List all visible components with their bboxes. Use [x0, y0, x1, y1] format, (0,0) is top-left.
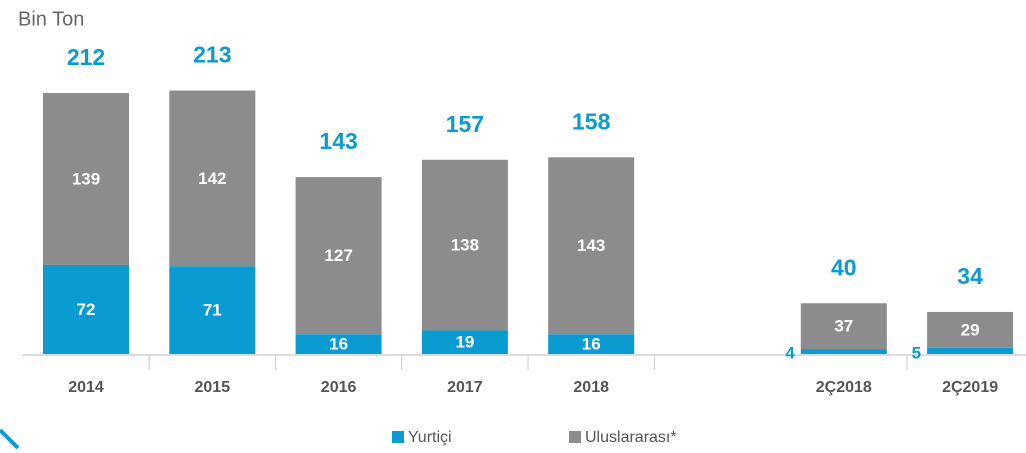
x-tick-label: 2016: [321, 379, 357, 396]
bar-segment: [548, 334, 635, 354]
total-label: 158: [572, 108, 611, 134]
bar-segment: [927, 311, 1014, 348]
bar-segment: [421, 330, 508, 354]
x-tick-label: 2015: [195, 379, 231, 396]
value-label: 19: [455, 333, 474, 352]
x-tick-label: 2017: [447, 379, 483, 396]
value-label: 72: [77, 300, 96, 319]
value-label: 16: [329, 335, 348, 354]
total-label: 40: [831, 254, 857, 280]
bar-segment: [43, 92, 129, 265]
legend-label: Uluslararası*: [585, 429, 677, 446]
value-label: 29: [961, 320, 980, 339]
x-tick-label: 2014: [68, 379, 104, 396]
value-label: 138: [451, 236, 479, 255]
value-label: 16: [582, 335, 601, 354]
bar-segment: [927, 347, 1014, 354]
bar-segment: [800, 303, 887, 350]
value-label: 37: [834, 317, 853, 336]
total-label: 212: [67, 44, 105, 70]
value-label: 4: [785, 343, 795, 362]
value-label: 139: [72, 169, 100, 188]
bar-segment: [421, 159, 508, 331]
x-tick-label: 2018: [573, 379, 609, 396]
bar-segment: [548, 157, 635, 335]
legend-label: Yurtiçi: [408, 429, 452, 446]
legend-swatch: [569, 431, 581, 443]
value-label: 5: [912, 343, 921, 362]
value-label: 127: [324, 246, 352, 265]
value-label: 142: [198, 169, 226, 188]
decor: [0, 428, 20, 450]
total-label: 157: [446, 111, 484, 137]
total-label: 143: [319, 128, 357, 154]
bar-segment: [295, 334, 382, 354]
bar-segment: [295, 177, 382, 335]
bar-segment: [169, 90, 256, 267]
total-label: 34: [957, 263, 983, 289]
bar-segment: [43, 264, 129, 354]
unit-label: Bin Ton: [18, 8, 84, 30]
x-tick-label: 2Ç2019: [942, 379, 998, 396]
bar-segment: [169, 266, 256, 354]
x-tick-label: 2Ç2018: [816, 379, 872, 396]
value-label: 143: [577, 236, 605, 255]
legend-swatch: [392, 431, 404, 443]
bar-segment: [800, 349, 887, 354]
total-label: 213: [193, 42, 231, 68]
value-label: 71: [203, 301, 222, 320]
